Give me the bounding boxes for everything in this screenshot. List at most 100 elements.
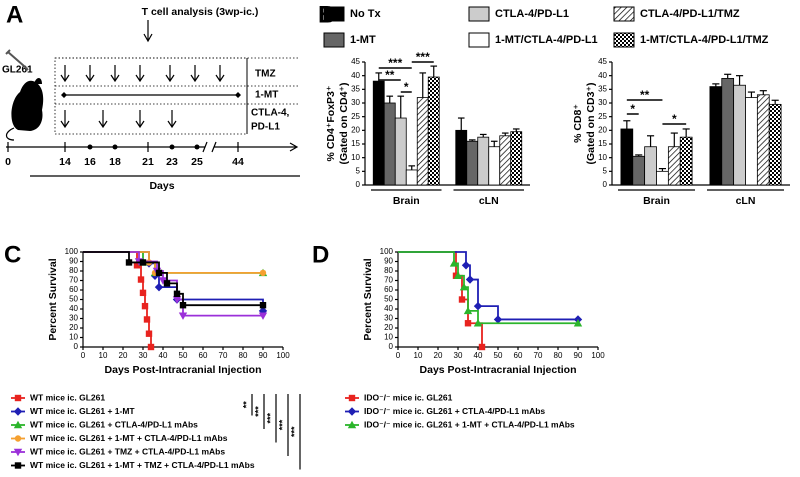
bar — [466, 140, 479, 186]
legend-swatch — [613, 6, 635, 22]
marker — [478, 343, 486, 351]
x-category-label: Brain — [643, 195, 670, 207]
y-tick-label: 100 — [65, 247, 79, 256]
marker — [453, 271, 463, 279]
marker — [141, 302, 149, 310]
marker — [461, 261, 471, 270]
legend-label: WT mice ic. GL261 + 1-MT + CTLA-4/PD-L1 … — [30, 433, 228, 443]
y-tick-label: 10 — [384, 333, 393, 342]
marker — [465, 275, 475, 284]
x-tick-label: 30 — [139, 351, 148, 360]
day-label: 14 — [59, 156, 71, 168]
marker — [493, 315, 503, 324]
legend-swatch — [613, 32, 635, 48]
marker — [155, 269, 163, 277]
marker — [13, 448, 23, 457]
y-tick-label: 80 — [384, 266, 393, 275]
y-tick-label: 10 — [598, 153, 607, 162]
marker — [573, 319, 583, 327]
bar — [477, 136, 490, 186]
marker — [139, 259, 147, 266]
bar — [372, 80, 385, 186]
x-tick-label: 60 — [514, 351, 523, 360]
panel-label: D — [312, 241, 329, 268]
x-tick-label: 60 — [199, 351, 208, 360]
legend-label: IDO⁻/⁻ mice ic. GL261 + 1-MT + CTLA-4/PD… — [364, 419, 575, 429]
marker — [145, 330, 153, 337]
y-tick-label: 20 — [69, 323, 78, 332]
legend-label: WT mice ic. GL261 — [30, 392, 105, 402]
treatment-label: CTLA-4, — [251, 108, 290, 119]
marker — [14, 462, 22, 469]
y-tick-label: 0 — [389, 342, 394, 351]
legend-label: IDO⁻/⁻ mice ic. GL261 + CTLA-4/PD-L1 mAb… — [364, 406, 545, 416]
survival-line — [83, 251, 264, 311]
y-tick-label: 90 — [384, 257, 393, 266]
marker — [259, 302, 267, 309]
y-tick-label: 30 — [598, 98, 607, 107]
x-tick-label: 40 — [474, 351, 483, 360]
y-tick-label: 60 — [384, 285, 393, 294]
marker — [459, 282, 469, 291]
y-axis-label: Percent Survival — [362, 258, 374, 340]
x-tick-label: 80 — [554, 351, 563, 360]
x-tick-label: 20 — [119, 351, 128, 360]
legend-label: CTLA-4/PD-L1 — [495, 8, 569, 20]
significance-label: *** — [253, 406, 263, 417]
bar — [733, 84, 746, 186]
cell-line: GL261 — [2, 65, 33, 76]
legend-swatch — [323, 32, 345, 48]
x-category-label: cLN — [736, 195, 756, 207]
legend-label: WT mice ic. GL261 + TMZ + CTLA-4/PD-L1 m… — [30, 446, 225, 456]
significance-label: ** — [241, 401, 251, 409]
bar — [756, 94, 770, 186]
panel-a: A T cell analysis (3wp-ic.) GL261 TMZ 1-… — [2, 1, 300, 192]
significance-label: * — [672, 112, 677, 126]
bar — [510, 131, 523, 186]
bar — [768, 103, 782, 186]
y-tick-label: 45 — [351, 57, 360, 66]
marker — [463, 306, 473, 315]
syringe-icon — [5, 49, 29, 71]
time-dot — [194, 144, 200, 150]
day-label: 16 — [84, 156, 96, 168]
y-tick-label: 0 — [356, 180, 361, 189]
time-dot — [112, 144, 118, 150]
marker — [464, 320, 472, 327]
marker — [458, 296, 466, 303]
bar — [394, 117, 407, 186]
marker — [259, 269, 267, 277]
day-label: 21 — [142, 156, 154, 168]
y-axis-label: Percent Survival — [47, 258, 59, 340]
x-tick-label: 10 — [414, 351, 423, 360]
y-tick-label: 40 — [351, 71, 360, 80]
legend-label: 1-MT — [350, 34, 376, 46]
marker — [13, 407, 23, 416]
y-tick-label: 30 — [69, 314, 78, 323]
y-tick-label: 15 — [351, 139, 360, 148]
bar — [405, 169, 418, 186]
bar — [488, 146, 501, 186]
y-tick-label: 35 — [598, 84, 607, 93]
legend-label: IDO⁻/⁻ mice ic. GL261 — [364, 392, 453, 402]
marker — [258, 312, 268, 320]
significance-label: *** — [265, 413, 275, 424]
x-category-label: cLN — [479, 195, 499, 207]
y-tick-label: 25 — [598, 112, 607, 121]
marker — [143, 316, 151, 323]
x-axis-label: Days Post-Intracranial Injection — [105, 364, 262, 376]
x-axis-label: Days Post-Intracranial Injection — [420, 364, 577, 376]
y-tick-label: 10 — [351, 153, 360, 162]
marker — [348, 394, 356, 402]
marker — [13, 420, 23, 429]
day-label: 44 — [232, 156, 244, 168]
bar — [679, 136, 693, 186]
marker — [172, 296, 182, 304]
x-tick-label: 70 — [219, 351, 228, 360]
y-axis-label: % CD8⁺ — [572, 104, 584, 143]
marker — [347, 407, 357, 416]
marker — [179, 302, 187, 309]
marker — [178, 312, 188, 320]
significance-label: * — [404, 80, 409, 94]
x-tick-label: 90 — [574, 351, 583, 360]
